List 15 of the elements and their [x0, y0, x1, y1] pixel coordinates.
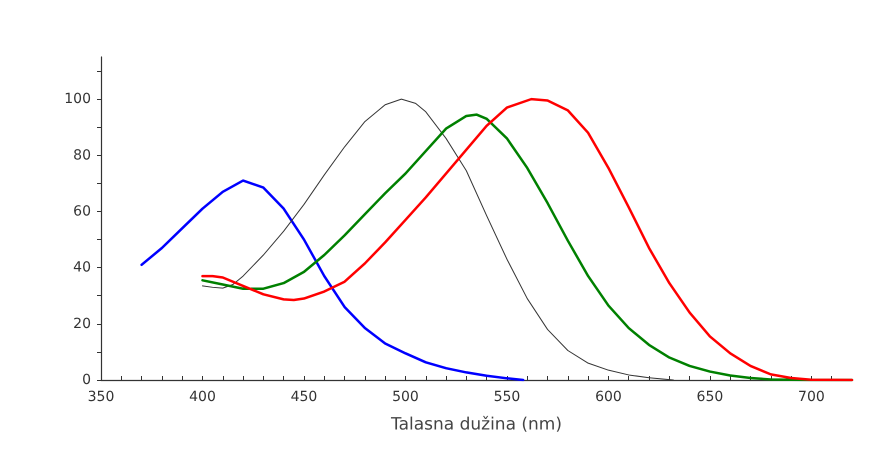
x-tick-label: 650	[696, 389, 724, 405]
x-tick-label: 700	[798, 389, 825, 405]
x-tick-label: 550	[494, 389, 520, 405]
y-tick-label: 80	[73, 147, 91, 164]
y-tick-label: 100	[64, 91, 91, 108]
x-tick-label: 600	[595, 389, 622, 405]
x-tick-label: 350	[88, 389, 114, 405]
x-tick-label: 500	[392, 389, 419, 405]
y-tick-label: 40	[73, 260, 91, 276]
x-tick-label: 450	[290, 389, 318, 405]
y-tick-label: 20	[73, 316, 91, 332]
x-tick-label: 400	[189, 389, 216, 405]
x-axis-title: Talasna dužina (nm)	[390, 414, 562, 434]
y-tick-label: 0	[82, 372, 91, 388]
y-tick-label: 60	[73, 203, 91, 220]
